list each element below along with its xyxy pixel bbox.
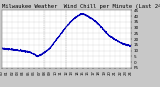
Text: Milwaukee Weather  Wind Chill per Minute (Last 24 Hours): Milwaukee Weather Wind Chill per Minute … — [2, 4, 160, 9]
